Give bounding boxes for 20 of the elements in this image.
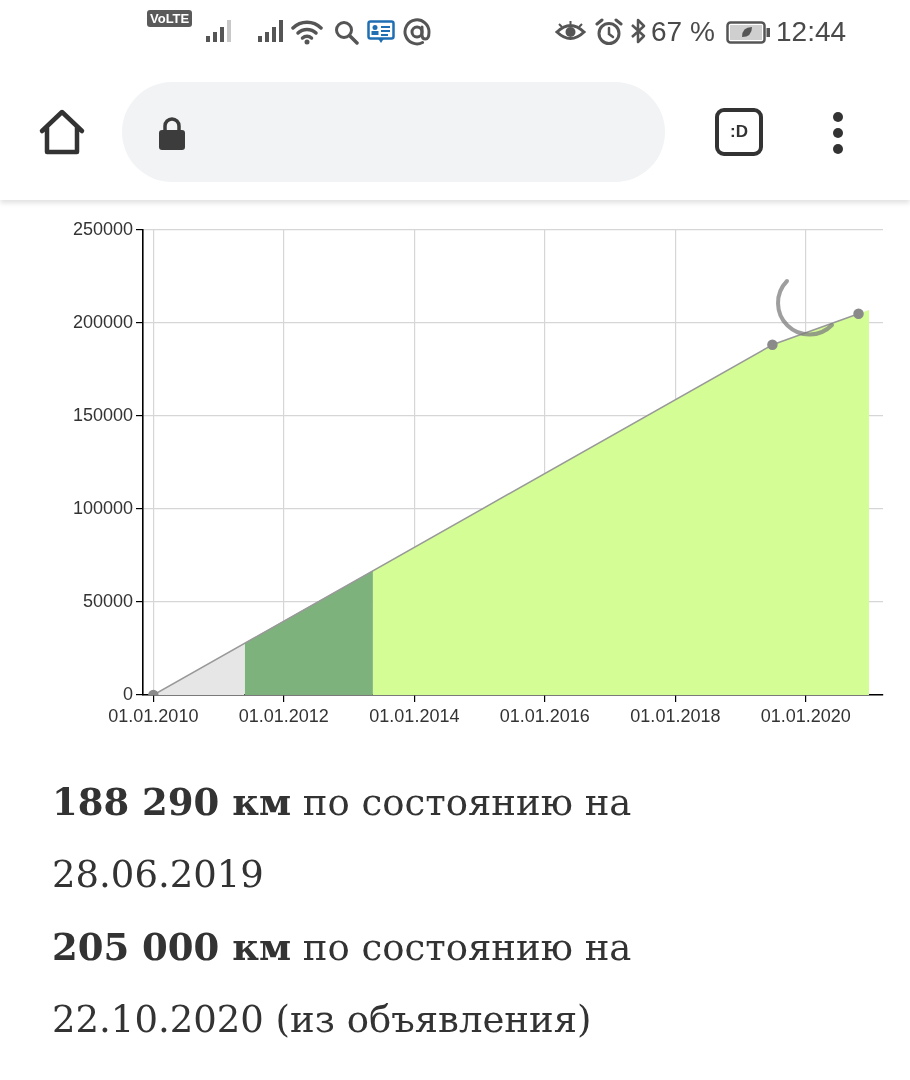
x-tick-label: 01.01.2016	[499, 705, 590, 726]
tabs-icon: :D	[715, 108, 763, 156]
x-tick-label: 01.01.2020	[760, 705, 851, 726]
y-tick-label: 100000	[72, 497, 133, 518]
y-tick-label: 0	[122, 683, 133, 704]
text: 188 290 км	[52, 780, 292, 824]
point	[767, 339, 778, 351]
y-tick-label: 200000	[72, 311, 133, 332]
y-tick-label: 50000	[82, 590, 133, 611]
y-tick-label: 150000	[72, 404, 133, 425]
y-tick-label: 250000	[72, 218, 133, 239]
point	[853, 308, 864, 319]
x-tick-label: 01.01.2014	[369, 705, 460, 726]
x-tick-label: 01.01.2012	[238, 705, 329, 726]
text: 12:44	[776, 16, 847, 48]
text: 205 000 км	[52, 925, 292, 969]
text: VoLTE	[147, 10, 193, 27]
x-tick-label: 01.01.2010	[108, 705, 199, 726]
x-tick-label: 01.01.2018	[630, 705, 721, 726]
text: 67 %	[651, 16, 715, 48]
